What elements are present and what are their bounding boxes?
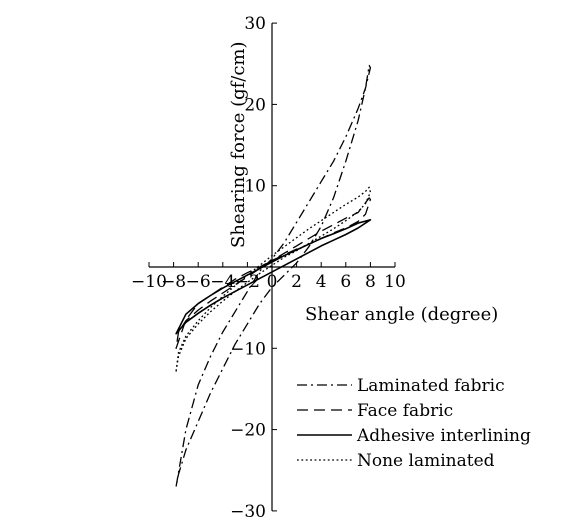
- y-tick-label: −20: [230, 421, 266, 441]
- x-axis-label: Shear angle (degree): [305, 304, 498, 325]
- axes: [148, 22, 396, 512]
- y-tick-label: 10: [244, 177, 266, 197]
- series-line: [175, 219, 372, 335]
- y-tick-label: 20: [244, 95, 266, 115]
- x-tick-label: −8: [161, 272, 186, 292]
- x-tick-label: 2: [291, 272, 302, 292]
- x-tick-label: 0: [267, 272, 278, 292]
- x-tick-label: −4: [210, 272, 235, 292]
- legend-label: Laminated fabric: [357, 376, 505, 396]
- x-tick-label: −6: [186, 272, 211, 292]
- legend: Laminated fabric Face fabric Adhesive inte…: [297, 376, 531, 471]
- x-tick-label: 8: [365, 272, 376, 292]
- x-tick-label: 10: [384, 272, 406, 292]
- x-tick-label: 4: [316, 272, 327, 292]
- series-line: [175, 186, 372, 372]
- legend-label: Face fabric: [357, 401, 453, 421]
- series-line: [175, 64, 372, 488]
- x-tick-label: 6: [340, 272, 351, 292]
- series-line: [175, 197, 372, 349]
- x-tick-label: −2: [235, 272, 260, 292]
- legend-label: Adhesive interlining: [356, 426, 531, 446]
- x-tick-label: −10: [131, 272, 167, 292]
- y-tick-label: −10: [230, 339, 266, 359]
- series-group: [175, 64, 372, 488]
- y-tick-label: −30: [230, 502, 266, 521]
- y-tick-label: 30: [244, 14, 266, 34]
- legend-label: None laminated: [357, 451, 495, 471]
- y-axis-label: Shearing force (gf/cm): [228, 41, 249, 248]
